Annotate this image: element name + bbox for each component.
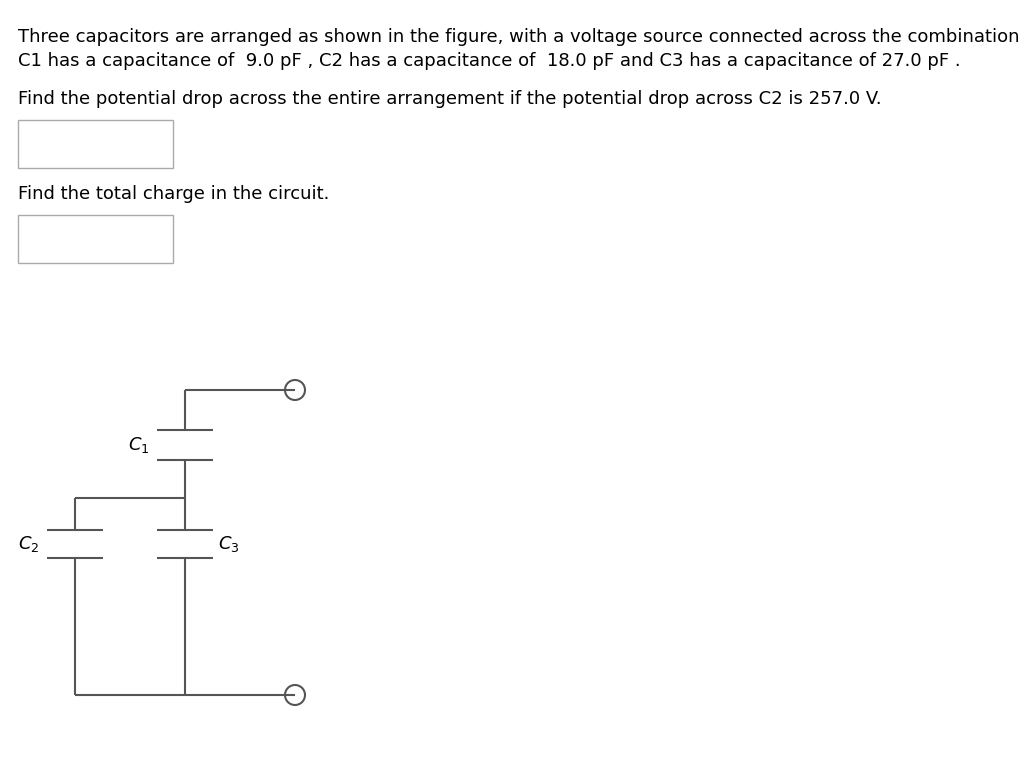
Text: C1 has a capacitance of  9.0 pF , C2 has a capacitance of  18.0 pF and C3 has a : C1 has a capacitance of 9.0 pF , C2 has … [18, 52, 961, 70]
Text: $C_1$: $C_1$ [127, 435, 149, 455]
Text: Find the potential drop across the entire arrangement if the potential drop acro: Find the potential drop across the entir… [18, 90, 882, 108]
Bar [18, 120, 173, 168]
Text: Find the total charge in the circuit.: Find the total charge in the circuit. [18, 185, 330, 203]
Text: $C_2$: $C_2$ [17, 534, 39, 554]
Text: Three capacitors are arranged as shown in the figure, with a voltage source conn: Three capacitors are arranged as shown i… [18, 28, 1018, 46]
Text: $C_3$: $C_3$ [218, 534, 239, 554]
Bar [18, 215, 173, 263]
